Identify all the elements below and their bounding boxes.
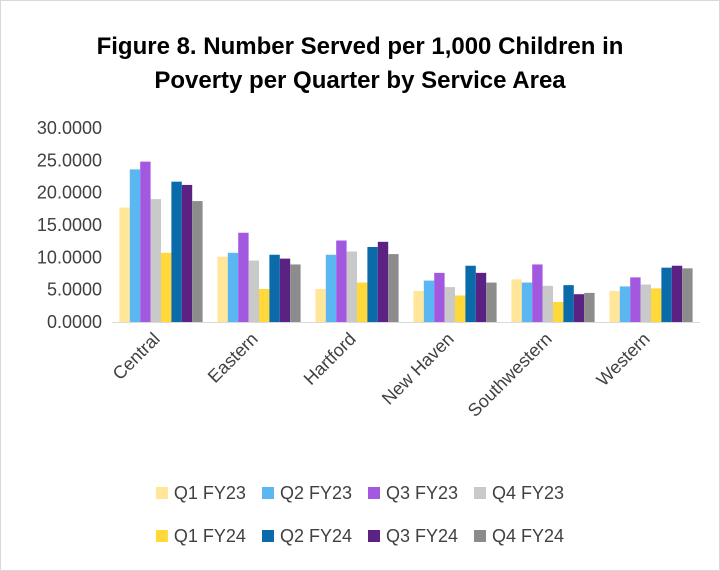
legend-item-q4-fy23: Q4 FY23 xyxy=(474,483,564,503)
x-axis: Central Eastern Hartford New Haven Southwest… xyxy=(109,322,700,421)
bar-new-haven-q1-fy23 xyxy=(413,290,424,322)
bar-new-haven-q2-fy23 xyxy=(423,280,435,322)
bar-new-haven-q4-fy23 xyxy=(444,287,455,322)
chart-title-line-2: Poverty per Quarter by Service Area xyxy=(154,67,566,94)
legend-label: Q4 FY23 xyxy=(492,483,564,503)
x-tick-label: Southwestern xyxy=(464,329,556,421)
bar-hartford-q1-fy23 xyxy=(315,289,326,322)
bar-hartford-q1-fy24 xyxy=(357,282,368,322)
legend-swatch xyxy=(262,530,274,542)
bar-southwestern-q3-fy23 xyxy=(532,264,543,322)
bar-eastern-q2-fy24 xyxy=(269,254,280,322)
bar-western-q3-fy24 xyxy=(671,265,683,322)
legend-swatch xyxy=(262,487,274,499)
legend-swatch xyxy=(155,487,168,499)
legend-swatch xyxy=(368,487,380,499)
bar-eastern-q1-fy24 xyxy=(259,289,270,322)
legend-label: Q1 FY24 xyxy=(174,526,246,546)
chart-title-line-1: Figure 8. Number Served per 1,000 Childr… xyxy=(96,33,624,60)
bar-southwestern-q1-fy24 xyxy=(553,301,564,322)
legend-item-q1-fy24: Q1 FY24 xyxy=(155,526,246,546)
bar-eastern-q3-fy24 xyxy=(279,258,291,322)
bar-central-q4-fy24 xyxy=(192,201,203,322)
legend-item-q2-fy23: Q2 FY23 xyxy=(262,483,352,503)
y-tick-label: 20.0000 xyxy=(37,183,102,203)
bar-new-haven-q3-fy24 xyxy=(475,272,487,322)
bar-eastern-q4-fy23 xyxy=(248,260,259,322)
x-tick-label: Western xyxy=(593,329,654,390)
bar-new-haven-q1-fy24 xyxy=(455,295,466,322)
bar-group-eastern xyxy=(217,232,301,322)
bar-hartford-q4-fy24 xyxy=(388,254,399,322)
bar-group-hartford xyxy=(315,240,399,322)
bar-central-q1-fy23 xyxy=(119,207,130,322)
bar-eastern-q3-fy23 xyxy=(238,232,249,322)
x-tick-label: Eastern xyxy=(204,329,262,387)
bar-western-q2-fy24 xyxy=(661,267,672,322)
bar-western-q1-fy23 xyxy=(609,290,620,322)
legend-item-q3-fy24: Q3 FY24 xyxy=(368,526,458,546)
legend-swatch xyxy=(155,530,168,542)
chart-title: Figure 8. Number Served per 1,000 Childr… xyxy=(0,30,720,98)
legend-label: Q2 FY24 xyxy=(280,526,352,546)
legend-item-q1-fy23: Q1 FY23 xyxy=(155,483,246,503)
legend-item-q4-fy24: Q4 FY24 xyxy=(474,526,564,546)
bar-central-q3-fy23 xyxy=(140,161,151,322)
bar-eastern-q2-fy23 xyxy=(227,252,239,322)
bar-western-q4-fy24 xyxy=(682,268,693,322)
bar-central-q1-fy24 xyxy=(161,252,172,322)
y-tick-label: 25.0000 xyxy=(37,150,102,170)
y-tick-label: 15.0000 xyxy=(37,215,102,235)
legend-label: Q4 FY24 xyxy=(492,526,564,546)
legend-label: Q1 FY23 xyxy=(174,483,246,503)
y-tick-label: 0.0000 xyxy=(47,312,102,332)
bar-new-haven-q3-fy23 xyxy=(434,272,445,322)
bar-new-haven-q4-fy24 xyxy=(486,282,497,322)
bar-western-q1-fy24 xyxy=(651,288,662,322)
legend-item-q3-fy23: Q3 FY23 xyxy=(368,483,458,503)
bar-western-q4-fy23 xyxy=(640,284,651,322)
x-tick-label: New Haven xyxy=(378,329,458,409)
bar-hartford-q4-fy23 xyxy=(346,251,357,322)
bar-eastern-q1-fy23 xyxy=(217,256,228,322)
x-tick-label: Central xyxy=(109,329,164,384)
legend-label: Q3 FY23 xyxy=(386,483,458,503)
bar-southwestern-q1-fy23 xyxy=(511,279,522,322)
bars xyxy=(119,161,693,322)
bar-central-q2-fy24 xyxy=(171,181,182,322)
bar-central-q3-fy24 xyxy=(181,184,193,322)
y-axis: 0.0000 5.0000 10.0000 15.0000 20.0000 25.0000… xyxy=(37,118,102,332)
bar-western-q2-fy23 xyxy=(619,286,631,322)
bar-hartford-q2-fy24 xyxy=(367,246,378,322)
legend-label: Q2 FY23 xyxy=(280,483,352,503)
bar-hartford-q2-fy23 xyxy=(325,254,337,322)
bar-western-q3-fy23 xyxy=(630,277,641,322)
bar-central-q4-fy23 xyxy=(150,199,161,322)
bar-group-western xyxy=(609,265,693,322)
bar-southwestern-q3-fy24 xyxy=(573,294,585,322)
y-tick-label: 10.0000 xyxy=(37,247,102,267)
legend-label: Q3 FY24 xyxy=(386,526,458,546)
bar-eastern-q4-fy24 xyxy=(290,264,301,322)
bar-southwestern-q4-fy23 xyxy=(542,285,553,322)
bar-new-haven-q2-fy24 xyxy=(465,265,476,322)
bar-group-central xyxy=(119,161,203,322)
bar-group-southwestern xyxy=(511,264,595,322)
bar-southwestern-q4-fy24 xyxy=(584,292,595,322)
x-tick-label: Hartford xyxy=(300,329,360,389)
legend: Q1 FY23 Q2 FY23 Q3 FY23 Q4 FY23 Q1 FY24 Q2 FY… xyxy=(155,483,564,546)
bar-southwestern-q2-fy24 xyxy=(563,285,574,322)
bar-southwestern-q2-fy23 xyxy=(521,282,533,322)
bar-central-q2-fy23 xyxy=(129,169,141,322)
bar-hartford-q3-fy23 xyxy=(336,240,347,322)
y-tick-label: 5.0000 xyxy=(47,280,102,300)
legend-item-q2-fy24: Q2 FY24 xyxy=(262,526,352,546)
legend-swatch xyxy=(368,530,380,542)
legend-swatch xyxy=(474,487,486,499)
bar-group-new-haven xyxy=(413,265,497,322)
bar-hartford-q3-fy24 xyxy=(377,241,389,322)
legend-swatch xyxy=(474,530,486,542)
y-tick-label: 30.0000 xyxy=(37,118,102,138)
